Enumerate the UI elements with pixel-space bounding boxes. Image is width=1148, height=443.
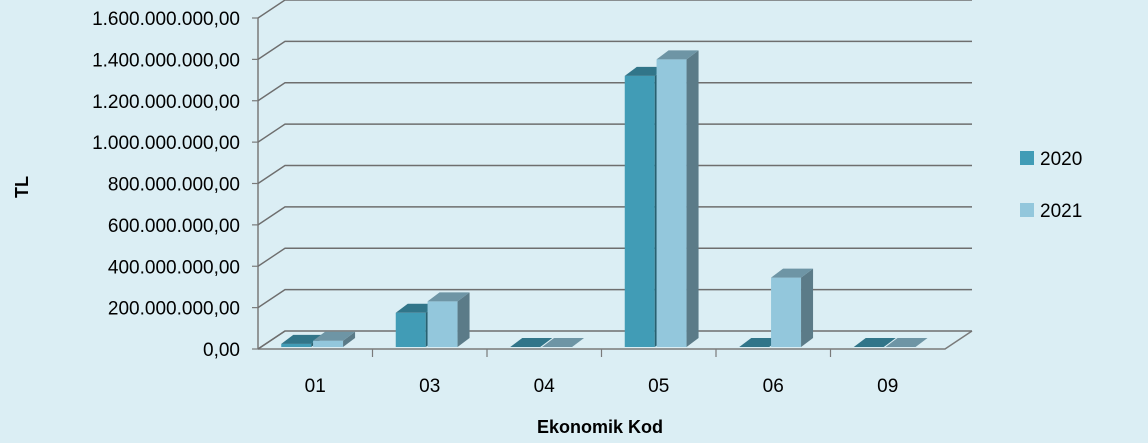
bar-front bbox=[313, 340, 344, 347]
bar-top bbox=[313, 331, 356, 341]
gridlines bbox=[252, 0, 972, 357]
bar-top bbox=[739, 338, 782, 347]
x-tick-label: 03 bbox=[419, 376, 440, 397]
bar-side bbox=[686, 50, 699, 347]
x-tick-label: 09 bbox=[877, 376, 898, 397]
legend-label: 2021 bbox=[1040, 201, 1082, 222]
bar-top bbox=[885, 338, 928, 347]
bar bbox=[313, 331, 356, 347]
bar bbox=[427, 292, 470, 347]
bar-top bbox=[853, 338, 896, 347]
y-tick-label: 1.000.000.000,00 bbox=[92, 133, 240, 154]
legend: 2020 2021 bbox=[1020, 149, 1082, 222]
bar bbox=[542, 338, 585, 347]
bar-front bbox=[427, 301, 458, 347]
bar-top bbox=[542, 338, 585, 347]
bar-front bbox=[624, 75, 655, 348]
y-tick-label: 200.000.000,00 bbox=[108, 299, 240, 320]
gridline bbox=[257, 0, 972, 19]
bars bbox=[281, 50, 928, 348]
bar-top bbox=[771, 268, 814, 278]
bar bbox=[771, 268, 814, 347]
bar-top bbox=[427, 292, 470, 302]
bar-top bbox=[281, 334, 324, 344]
bar-front bbox=[771, 277, 802, 347]
x-tick-label: 04 bbox=[534, 376, 556, 397]
y-axis-title: TL bbox=[12, 176, 32, 198]
gridline bbox=[257, 40, 972, 60]
gridline bbox=[257, 164, 972, 185]
bar-top bbox=[510, 338, 553, 347]
y-tick-label: 800.000.000,00 bbox=[108, 175, 240, 196]
y-tick-label: 400.000.000,00 bbox=[108, 257, 240, 278]
y-tick-labels: 0,00 200.000.000,00 400.000.000,00 600.000.… bbox=[92, 9, 240, 361]
legend-swatch bbox=[1020, 203, 1034, 217]
y-tick-label: 1.600.000.000,00 bbox=[92, 9, 240, 30]
y-tick-label: 1.400.000.000,00 bbox=[92, 50, 240, 71]
bar-side bbox=[343, 331, 356, 347]
bar-top bbox=[624, 66, 667, 76]
y-tick-label: 1.200.000.000,00 bbox=[92, 92, 240, 113]
x-tick-label: 01 bbox=[305, 376, 326, 397]
gridline bbox=[257, 123, 972, 143]
bar-side bbox=[457, 292, 470, 347]
chart-walls bbox=[257, 18, 973, 350]
gridline bbox=[257, 82, 972, 102]
bar-top bbox=[656, 50, 699, 60]
legend-label: 2020 bbox=[1040, 149, 1082, 170]
gridline bbox=[257, 330, 972, 350]
x-tick-labels: 01 03 04 05 06 09 bbox=[305, 376, 899, 397]
gridline bbox=[257, 206, 972, 226]
gridline bbox=[257, 247, 972, 267]
x-tick-label: 06 bbox=[763, 376, 784, 397]
bar-side bbox=[801, 268, 814, 347]
bar-top bbox=[395, 303, 438, 313]
bar bbox=[739, 338, 782, 347]
bar-front bbox=[656, 59, 687, 347]
bar bbox=[510, 338, 553, 347]
y-tick-label: 0,00 bbox=[203, 340, 240, 361]
y-tick-label: 600.000.000,00 bbox=[108, 216, 240, 237]
x-axis-title: Ekonomik Kod bbox=[537, 417, 663, 437]
bar-front bbox=[281, 343, 312, 347]
legend-swatch bbox=[1020, 151, 1034, 165]
bar bbox=[885, 338, 928, 347]
bar bbox=[656, 50, 699, 347]
x-tick-label: 05 bbox=[648, 376, 669, 397]
bar bbox=[853, 338, 896, 347]
bar-front bbox=[395, 312, 426, 347]
gridline bbox=[257, 288, 972, 309]
